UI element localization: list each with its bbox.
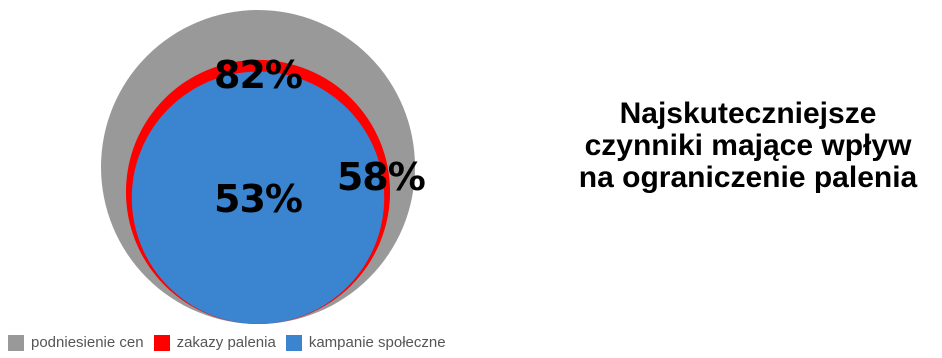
label-zakazy-palenia: 58%	[337, 155, 425, 199]
chart-title: Najskuteczniejsze czynniki mające wpływ …	[578, 97, 918, 194]
legend-item-kampanie-spoleczne: kampanie społeczne	[285, 334, 446, 351]
label-podniesienie-cen: 82%	[214, 53, 302, 97]
label-kampanie-spoleczne: 53%	[214, 177, 302, 221]
legend: podniesienie cen zakazy palenia kampanie…	[8, 334, 456, 351]
circle-kampanie-spoleczne	[131, 71, 385, 324]
legend-item-podniesienie-cen: podniesienie cen	[8, 334, 144, 351]
legend-label-kampanie-spoleczne: kampanie społeczne	[308, 334, 446, 351]
legend-item-zakazy-palenia: zakazy palenia	[153, 334, 276, 351]
legend-swatch-zakazy-palenia	[153, 334, 170, 351]
legend-label-zakazy-palenia: zakazy palenia	[176, 334, 276, 351]
legend-label-podniesienie-cen: podniesienie cen	[31, 334, 144, 351]
legend-swatch-kampanie-spoleczne	[285, 334, 302, 351]
legend-swatch-podniesienie-cen	[8, 334, 24, 351]
